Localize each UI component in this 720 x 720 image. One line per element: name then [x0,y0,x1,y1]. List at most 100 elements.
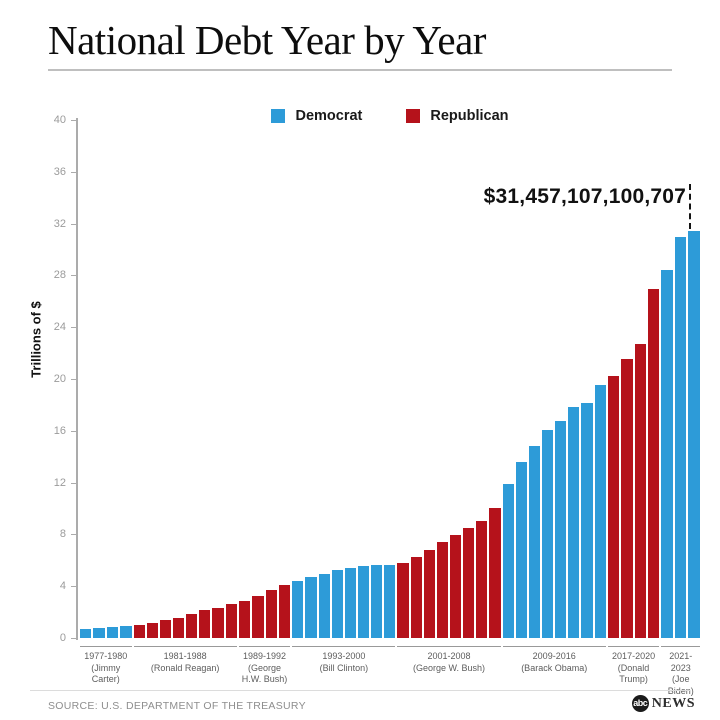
x-axis-group-labels: 1977-1980 (Jimmy Carter) 1981-1988 (Ronald … [80,646,701,698]
x-group-years: 1981-1988 [163,651,207,661]
abc-news-logo: abc NEWS [631,695,695,712]
y-tick-label-28: 28 [53,269,66,282]
bar-2008 [489,508,501,638]
bar-1982 [146,623,158,638]
bar-1991 [265,590,277,638]
x-group-president: (Jimmy Carter) [91,662,121,685]
legend-item-democrat: Democrat [271,108,362,124]
bar-1997 [344,567,357,638]
x-group-president: (George W. Bush) [413,662,486,673]
bar-1977 [80,628,92,638]
y-tick-mark [71,430,77,432]
x-group-label-2017-2020: 2017-2020 (Donald Trump) [607,646,660,698]
bar-1981 [133,625,145,638]
bar-1979 [106,627,119,638]
bar-group-1993-2000 [292,120,396,638]
x-group-president: (Barack Obama) [521,662,588,673]
bar-1999 [371,564,383,638]
bar-2005 [450,535,462,638]
bar-2015 [581,402,593,638]
y-tick-mark [71,379,77,380]
bar-2018 [621,359,633,638]
x-group-years: 1993-2000 [322,651,366,661]
annotation-dashed-line [689,184,691,229]
bar-1993 [292,580,304,638]
bar-2020 [647,289,660,638]
y-tick-label-12: 12 [53,476,66,489]
bar-2001 [397,562,409,638]
legend-swatch-democrat [271,109,286,123]
x-group-president: (Bill Clinton) [319,662,369,673]
y-tick-label-8: 8 [59,528,66,541]
legend-swatch-republican [406,109,421,123]
bar-2010 [515,462,527,638]
y-tick-mark [71,534,77,536]
bar-1988 [225,604,237,638]
source-credit: SOURCE: U.S. DEPARTMENT OF THE TREASURY [48,700,306,712]
abc-news-wordmark: NEWS [651,695,695,711]
bar-2019 [634,343,646,638]
bar-2013 [555,421,567,638]
bar-1990 [252,596,264,638]
y-tick-label-24: 24 [53,321,66,334]
x-group-years: 1977-1980 [84,651,128,661]
bar-2006 [463,527,475,638]
bar-group-1981-1988 [133,120,237,638]
bar-1986 [199,610,211,638]
bar-group-2021-2023 [661,120,701,638]
bar-1996 [331,570,343,638]
bar-2007 [476,521,488,638]
y-tick-label-4: 4 [59,580,66,593]
footer-divider [30,690,690,691]
bar-2016 [594,384,606,638]
legend-label: Democrat [295,108,363,124]
y-tick-label-16: 16 [53,424,66,437]
y-tick-label-0: 0 [59,632,66,644]
x-group-label-1977-1980: 1977-1980 (Jimmy Carter) [80,646,132,698]
bar-1983 [159,620,171,638]
bar-1995 [318,573,330,638]
bar-2023 [688,230,701,638]
abc-logo-icon: abc [631,695,649,712]
legend-label: Republican [430,108,509,124]
bar-1998 [358,566,370,638]
bar-2017 [607,375,620,638]
x-group-years: 2009-2016 [532,651,576,661]
bar-1994 [305,577,317,638]
bar-1987 [212,607,224,638]
bar-group-2009-2016 [502,120,606,638]
bar-1992 [278,585,291,638]
y-tick-label-36: 36 [53,165,66,178]
x-group-label-1981-1988: 1981-1988 (Ronald Reagan) [133,646,237,698]
debt-total-annotation: $31,457,107,100,707 [483,185,686,208]
x-group-label-2001-2008: 2001-2008 (George W. Bush) [397,646,501,698]
y-tick-mark [71,327,77,329]
bar-2022 [674,237,687,638]
x-group-label-1993-2000: 1993-2000 (Bill Clinton) [292,646,396,698]
bar-2021 [661,269,673,638]
bar-1984 [173,617,185,638]
page-title: National Debt Year by Year [48,17,486,63]
bar-1985 [186,614,198,638]
bar-2004 [436,542,449,638]
x-group-president: (George H.W. Bush) [241,662,288,685]
bar-group-1977-1980 [80,120,132,638]
bar-2009 [502,483,514,638]
y-tick-mark [71,638,77,639]
bar-chart-plot [80,120,701,638]
x-group-president: (Donald Trump) [617,662,650,685]
chart-legend: Democrat Republican [80,108,700,124]
bar-2002 [410,557,422,638]
x-group-years: 2021-2023 [669,651,693,673]
y-tick-mark [71,223,77,225]
x-group-label-2009-2016: 2009-2016 (Barack Obama) [502,646,606,698]
title-divider [48,69,672,71]
x-group-president: (Ronald Reagan) [150,662,220,673]
x-group-years: 1989-1992 [243,651,287,661]
bar-2012 [542,429,554,638]
bar-2000 [384,564,396,638]
x-group-label-1989-1992: 1989-1992 (George H.W. Bush) [238,646,291,698]
bar-1978 [93,628,105,638]
bar-2011 [528,446,541,638]
